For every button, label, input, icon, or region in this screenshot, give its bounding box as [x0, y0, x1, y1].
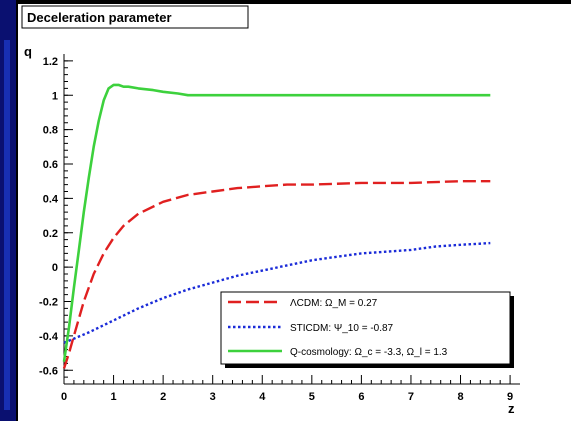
x-tick-label: 5 — [309, 391, 315, 403]
x-tick-label: 0 — [61, 391, 67, 403]
x-tick-label: 6 — [358, 391, 364, 403]
chart-title-box: Deceleration parameter — [21, 5, 249, 29]
x-tick-label: 4 — [259, 391, 266, 403]
legend-label-2: STICDM: Ψ_10 = -0.87 — [290, 323, 394, 334]
x-axis-label: z — [508, 401, 515, 416]
y-tick-label: -0.4 — [39, 331, 59, 343]
chart-title: Deceleration parameter — [27, 10, 172, 25]
y-tick-label: 0.6 — [43, 159, 58, 171]
y-tick-label: 1 — [52, 90, 58, 102]
legend-items: ΛCDM: Ω_M = 0.27 STICDM: Ψ_10 = -0.87 Q-co… — [228, 298, 448, 358]
legend: ΛCDM: Ω_M = 0.27 STICDM: Ψ_10 = -0.87 Q-co… — [220, 291, 514, 368]
slide-left-accent — [4, 40, 10, 410]
x-tick-label: 3 — [210, 391, 216, 403]
series-line-1 — [62, 180, 491, 369]
x-tick-label: 7 — [408, 391, 414, 403]
x-tick-label: 2 — [160, 391, 166, 403]
y-tick-label: 0.8 — [43, 125, 58, 137]
axis-tick-labels: 0 1 2 3 4 5 6 7 8 9 1.2 1 0.8 0.6 0.4 0.2 0 -0.2 -0.4 -0.6 — [39, 56, 513, 403]
x-tick-label: 8 — [457, 391, 463, 403]
y-axis-label: q — [24, 44, 32, 59]
x-tick-label: 9 — [507, 391, 513, 403]
x-tick-label: 1 — [111, 391, 117, 403]
legend-label-3: Q-cosmology: Ω_c = -3.3, Ω_l = 1.3 — [290, 347, 448, 358]
y-tick-label: 0 — [52, 262, 58, 274]
y-tick-label: 1.2 — [43, 56, 58, 68]
y-tick-label: -0.2 — [39, 297, 58, 309]
series-line-2 — [63, 241, 491, 344]
series-line-3 — [62, 83, 491, 362]
y-tick-label: -0.6 — [39, 365, 58, 377]
y-tick-label: 0.2 — [43, 228, 58, 240]
legend-label-1: ΛCDM: Ω_M = 0.27 — [290, 298, 378, 309]
series-layer — [62, 83, 491, 369]
y-tick-label: 0.4 — [43, 193, 59, 205]
